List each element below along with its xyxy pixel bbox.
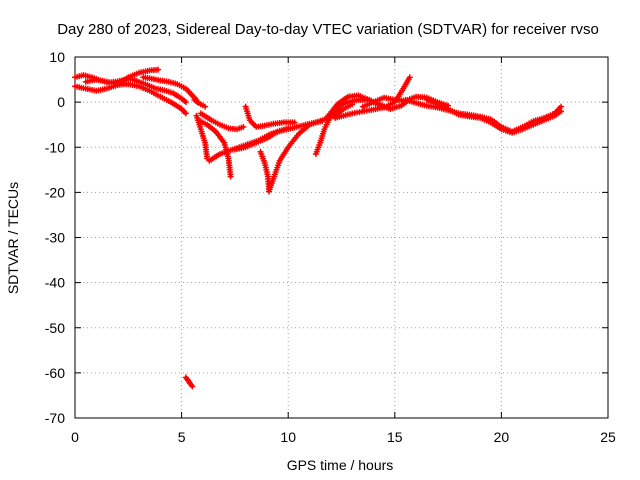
x-tick-label: 5 [178,429,186,445]
series-markers [257,101,356,195]
chart-title: Day 280 of 2023, Sidereal Day-to-day VTE… [57,21,599,38]
y-tick-label: 0 [57,94,65,110]
axis-ticks: 0 5 10 15 20 25 10 0 -10 -20 -30 -40 -50 -60 -70 [45,49,616,445]
series-markers [195,117,234,180]
series-track-3 [82,66,162,88]
x-tick-label: 20 [494,429,510,445]
series-markers [197,110,247,133]
x-tick-label: 10 [280,429,296,445]
series-track-7 [195,117,234,180]
y-axis-label: SDTVAR / TECUs [5,182,21,294]
x-tick-label: 25 [600,429,616,445]
y-tick-label: -60 [45,365,65,381]
x-axis-label: GPS time / hours [287,457,394,473]
series-markers [72,81,189,117]
y-tick-label: -30 [45,230,65,246]
series-track-12 [231,125,292,153]
series-track-18 [423,96,565,136]
y-tick-label: -20 [45,184,65,200]
series-track-8 [197,110,247,133]
y-tick-label: -10 [45,139,65,155]
x-tick-label: 0 [71,429,79,445]
series-track-5 [191,96,209,110]
data-series [72,66,565,390]
x-tick-label: 15 [387,429,403,445]
series-markers [140,74,200,103]
series-markers [191,96,209,110]
series-markers [423,96,565,136]
grid-lines [75,57,608,418]
series-markers [242,103,298,130]
y-tick-label: 10 [49,49,65,65]
series-track-9 [242,103,298,130]
y-tick-label: -70 [45,410,65,426]
series-markers [82,66,162,88]
y-tick-label: -40 [45,275,65,291]
series-track-2 [72,81,189,117]
y-tick-label: -50 [45,320,65,336]
series-track-4 [140,74,200,103]
series-track-19 [182,374,196,390]
series-markers [231,125,292,153]
series-markers [182,374,196,390]
